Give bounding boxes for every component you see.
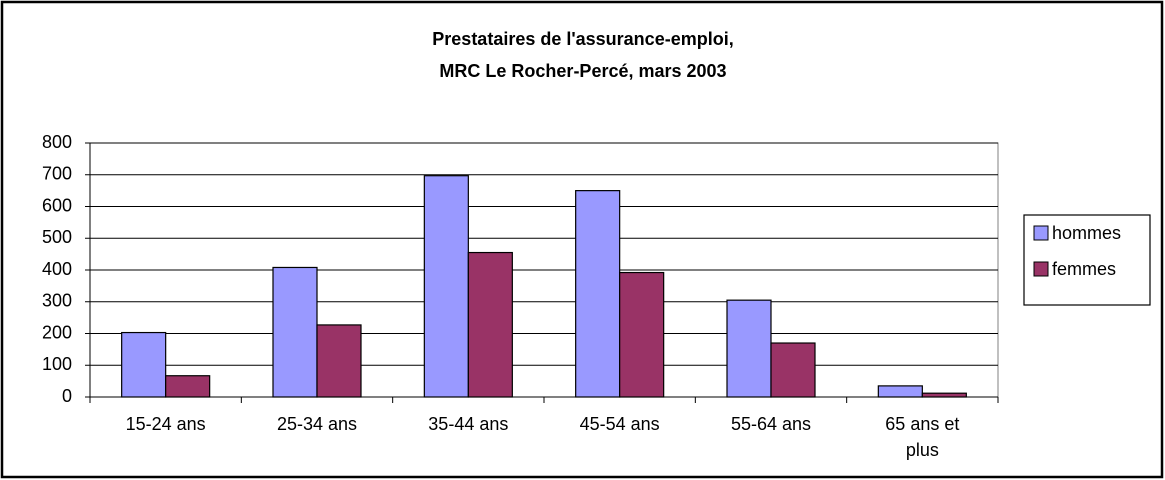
- y-tick-label: 0: [62, 386, 72, 406]
- x-tick-label-box: 45-54 ans: [579, 414, 660, 434]
- chart-title: MRC Le Rocher-Percé, mars 2003: [439, 61, 726, 81]
- bar: [121, 331, 167, 398]
- x-tick-label-box: 25-34 ans: [276, 414, 358, 434]
- bar: [316, 324, 362, 398]
- bar: [726, 299, 772, 398]
- bar: [272, 266, 318, 398]
- bar: [921, 392, 967, 398]
- x-tick-label: 15-24 ans: [125, 414, 206, 434]
- chart-title: Prestataires de l'assurance-emploi,: [432, 29, 733, 49]
- y-tick-label: 600: [42, 195, 72, 215]
- bar: [423, 175, 469, 398]
- bar: [770, 342, 816, 398]
- y-tick-label: 100: [42, 354, 72, 374]
- x-tick-label: 55-64 ans: [730, 414, 812, 434]
- legend-label: hommes: [1052, 223, 1121, 243]
- y-tick-label: 800: [42, 132, 72, 152]
- x-tick-label: 45-54 ans: [579, 414, 660, 434]
- bar: [165, 375, 211, 398]
- y-tick-label: 200: [42, 322, 72, 342]
- y-tick-label: 700: [42, 164, 72, 184]
- x-tick-label-box: 65 ans et plus: [885, 414, 960, 460]
- bar: [575, 190, 621, 398]
- legend-box: [1023, 214, 1151, 306]
- bar: [467, 251, 513, 398]
- x-tick-label-box: 35-44 ans: [428, 414, 509, 434]
- y-tick-label: 400: [42, 259, 72, 279]
- x-tick-label: 25-34 ans: [276, 414, 358, 434]
- bar: [877, 385, 923, 398]
- legend-swatch: [1033, 261, 1049, 277]
- y-tick-label: 300: [42, 291, 72, 311]
- legend-label: femmes: [1052, 259, 1116, 279]
- x-tick-label-box: 55-64 ans: [730, 414, 812, 434]
- y-tick-label: 500: [42, 227, 72, 247]
- x-tick-label: 65 ans et plus: [885, 414, 960, 460]
- x-tick-label-box: 15-24 ans: [125, 414, 206, 434]
- legend-swatch: [1033, 225, 1049, 241]
- bar: [619, 271, 665, 398]
- x-tick-label: 35-44 ans: [428, 414, 509, 434]
